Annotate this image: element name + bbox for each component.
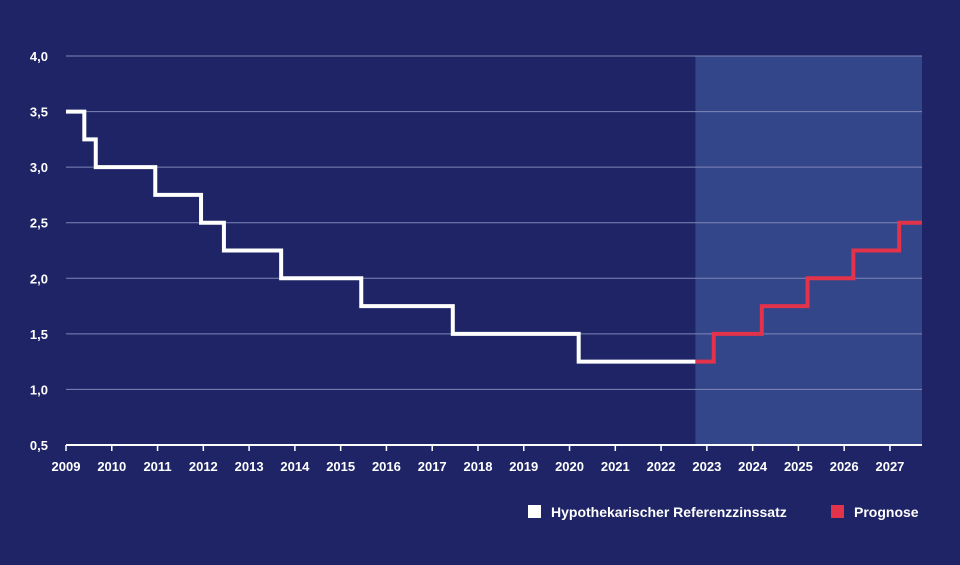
x-tick-label: 2022 [647, 459, 676, 474]
y-tick-label: 1,0 [30, 382, 48, 397]
x-tick-label: 2014 [280, 459, 310, 474]
series-line-referenzzinssatz [66, 109, 696, 364]
x-tick-label: 2026 [830, 459, 859, 474]
x-tick-label: 2011 [143, 459, 171, 474]
series-lines [66, 109, 922, 364]
x-tick-label: 2024 [738, 459, 768, 474]
y-axis-labels: 0,5 1,0 1,5 2,0 2,5 3,0 3,5 4,0 [30, 49, 48, 453]
y-tick-label: 1,5 [30, 327, 48, 342]
x-tick-label: 2017 [418, 459, 447, 474]
y-tick-label: 2,0 [30, 271, 48, 286]
legend: Hypothekarischer Referenzzinssatz Progno… [528, 504, 919, 520]
y-tick-label: 0,5 [30, 438, 48, 453]
y-tick-label: 4,0 [30, 49, 48, 64]
legend-label-referenzzinssatz: Hypothekarischer Referenzzinssatz [551, 504, 787, 520]
x-tick-label: 2018 [464, 459, 493, 474]
x-tick-label: 2021 [601, 459, 630, 474]
x-tick-label: 2027 [875, 459, 904, 474]
x-tick-label: 2019 [509, 459, 538, 474]
legend-label-prognose: Prognose [854, 504, 919, 520]
y-tick-label: 3,5 [30, 105, 48, 120]
x-tick-label: 2016 [372, 459, 401, 474]
x-tick-label: 2020 [555, 459, 584, 474]
y-tick-label: 2,5 [30, 216, 48, 231]
x-tick-label: 2025 [784, 459, 813, 474]
x-tick-label: 2023 [692, 459, 721, 474]
y-tick-label: 3,0 [30, 160, 48, 175]
legend-swatch-prognose [831, 505, 844, 518]
x-axis-ticks: 2009 2010 2011 2012 2013 2014 2015 2016 2017 2018… [52, 445, 904, 474]
legend-swatch-referenzzinssatz [528, 505, 541, 518]
x-tick-label: 2015 [326, 459, 355, 474]
x-tick-label: 2009 [52, 459, 81, 474]
x-tick-label: 2013 [235, 459, 264, 474]
series-line-prognose [695, 220, 922, 364]
x-tick-label: 2010 [97, 459, 126, 474]
x-tick-label: 2012 [189, 459, 218, 474]
